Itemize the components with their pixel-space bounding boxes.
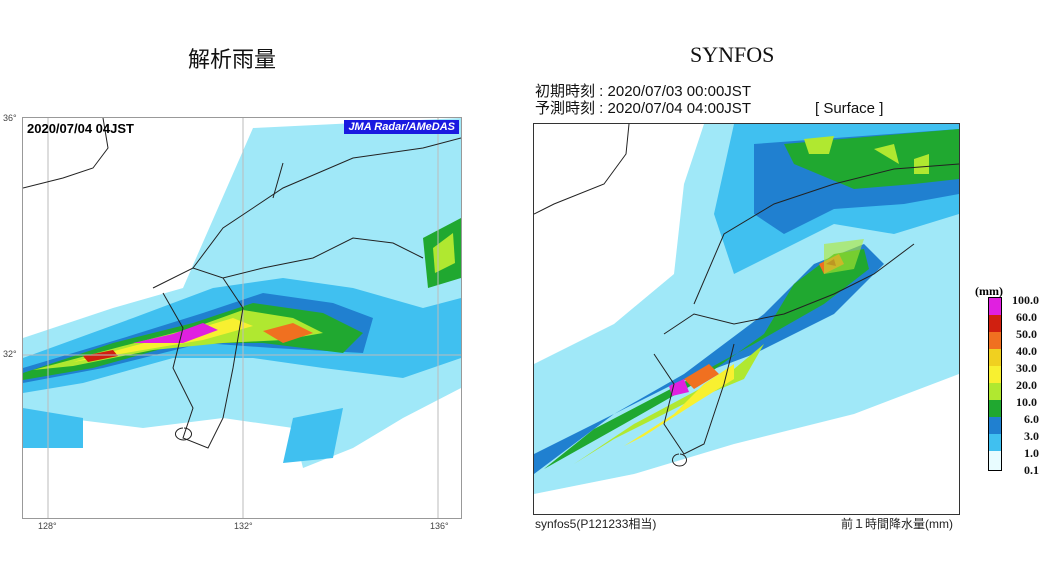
lon-tick-132: 132° [234, 521, 253, 531]
legend-value: 30.0 [1016, 361, 1037, 375]
level-label: [ Surface ] [815, 100, 884, 117]
model-footer: synfos5(P121233相当) [535, 517, 657, 531]
forecast-time-value: 2020/07/04 04:00JST [607, 100, 751, 117]
lat-tick-36: 36° [3, 113, 17, 123]
legend-value: 10.0 [1016, 395, 1037, 409]
legend-value: 1.0 [1024, 446, 1039, 460]
init-time-value: 2020/07/03 00:00JST [607, 83, 751, 100]
synfos-forecast-map [533, 123, 960, 515]
lat-tick-32: 32° [3, 349, 17, 359]
colorbar-seg-30 [989, 366, 1001, 383]
precip-footer: 前１時間降水量(mm) [841, 517, 953, 531]
legend-value: 20.0 [1016, 378, 1037, 392]
init-time-row: 初期時刻 : 2020/07/03 00:00JST [535, 83, 751, 100]
colorbar-seg-6 [989, 417, 1001, 434]
colorbar-seg-3 [989, 434, 1001, 451]
legend-value: 100.0 [1012, 293, 1039, 307]
right-panel-title: SYNFOS [690, 42, 775, 67]
colorbar-seg-100 [989, 298, 1001, 315]
legend-value: 50.0 [1016, 327, 1037, 341]
legend-value: 6.0 [1024, 412, 1039, 426]
forecast-time-label: 予測時刻 [535, 100, 596, 117]
colorbar-seg-40 [989, 349, 1001, 366]
colorbar-seg-50 [989, 332, 1001, 349]
analysis-rainfall-map: 2020/07/04 04JST JMA Radar/AMeDAS [22, 117, 462, 519]
init-time-label: 初期時刻 [535, 83, 596, 100]
legend-value: 60.0 [1016, 310, 1037, 324]
legend-value: 40.0 [1016, 344, 1037, 358]
forecast-time-row: 予測時刻 : 2020/07/04 04:00JST [535, 100, 751, 117]
lon-tick-128: 128° [38, 521, 57, 531]
lon-tick-136: 136° [430, 521, 449, 531]
left-panel-title: 解析雨量 [188, 47, 277, 72]
colorbar-seg-1 [989, 451, 1001, 470]
colorbar-seg-20 [989, 383, 1001, 400]
legend-value: 3.0 [1024, 429, 1039, 443]
source-badge: JMA Radar/AMeDAS [344, 120, 459, 134]
legend-unit: (mm) [975, 284, 1003, 298]
colorbar-seg-10 [989, 400, 1001, 417]
colorbar [988, 297, 1002, 471]
colorbar-seg-60 [989, 315, 1001, 332]
legend-value: 0.1 [1024, 463, 1039, 477]
analysis-timestamp: 2020/07/04 04JST [27, 121, 134, 136]
